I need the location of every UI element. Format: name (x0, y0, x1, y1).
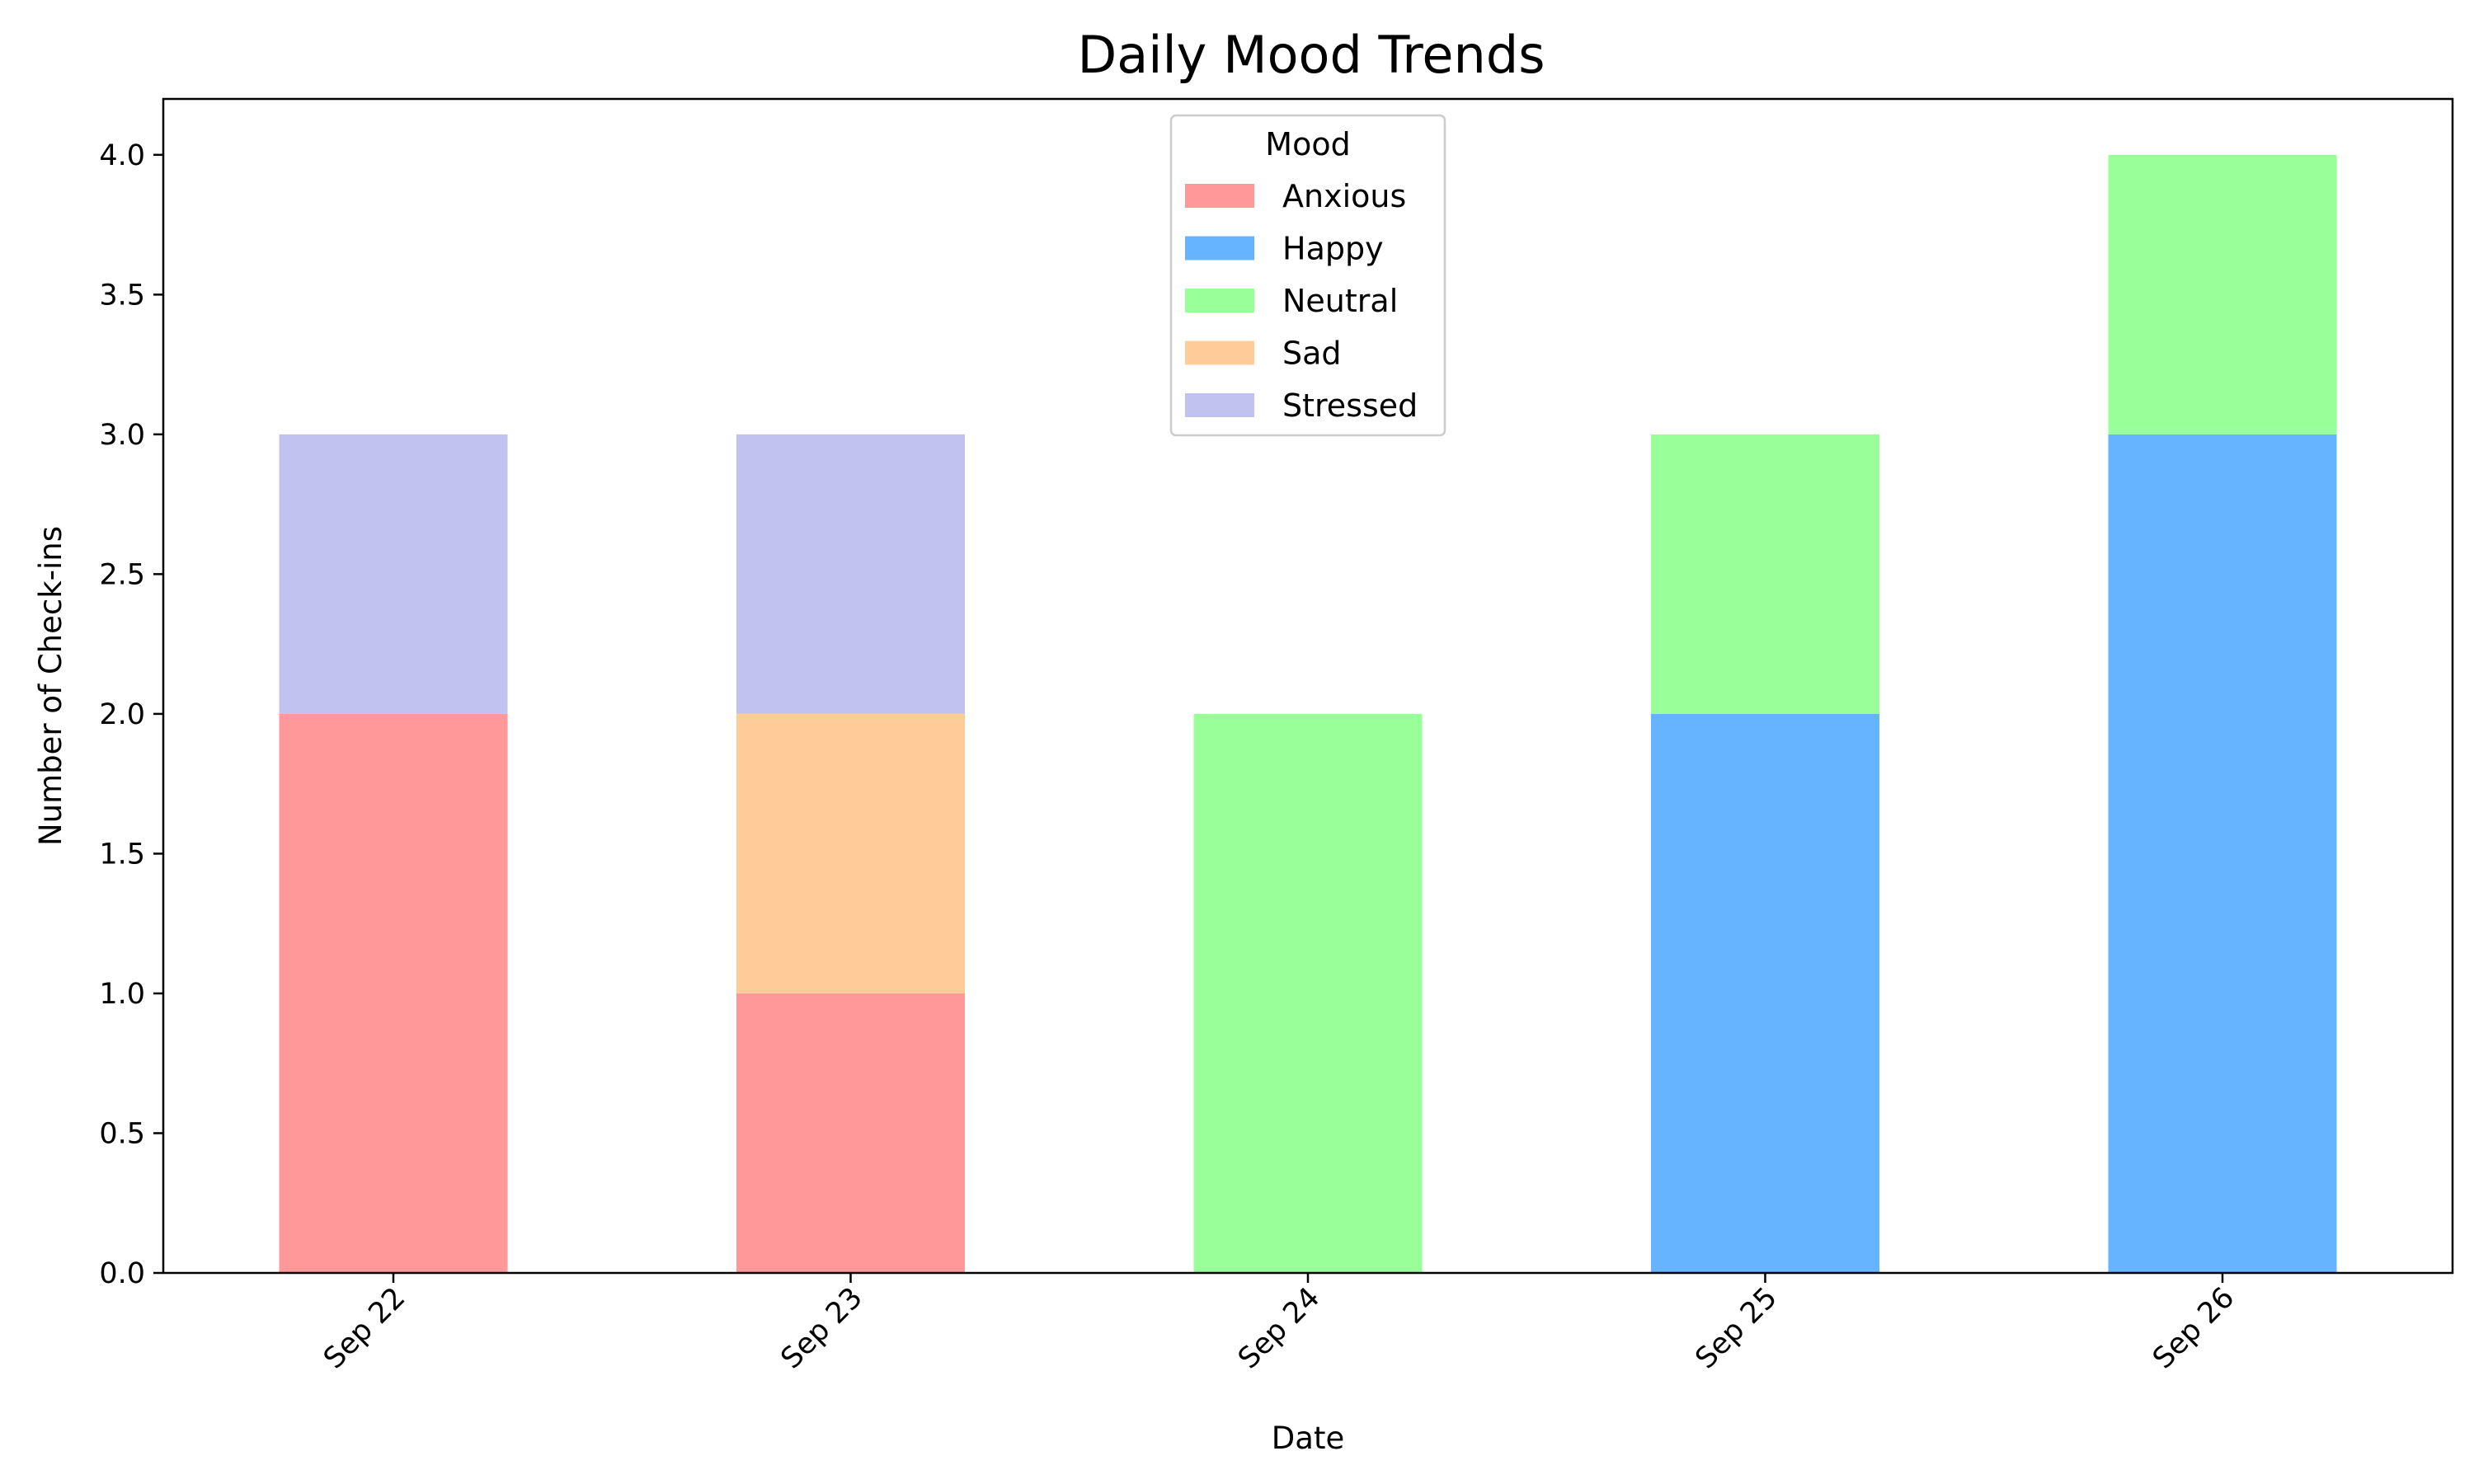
bar-happy-sep-25 (1651, 713, 1879, 1273)
x-axis-label: Date (1272, 1421, 1344, 1456)
legend: Mood Anxious Happy Neutral Sad Stressed (1169, 114, 1446, 437)
chart-title: Daily Mood Trends (1078, 25, 1545, 85)
legend-label-anxious: Anxious (1282, 178, 1406, 214)
bar-anxious-sep-23 (736, 993, 965, 1273)
legend-swatch-anxious (1185, 184, 1254, 208)
y-tick-label: 1.0 (99, 978, 145, 1011)
y-tick-label: 3.5 (99, 279, 145, 312)
y-tick-label: 2.5 (99, 558, 145, 591)
legend-items: Anxious Happy Neutral Sad Stressed (1185, 178, 1418, 424)
bar-stressed-sep-22 (279, 434, 508, 714)
plot-frame (162, 97, 2454, 1275)
y-axis-label: Number of Check-ins (33, 526, 68, 846)
bar-stressed-sep-23 (736, 434, 965, 714)
legend-swatch-stressed (1185, 393, 1254, 417)
y-tick-label: 0.0 (99, 1257, 145, 1290)
legend-label-happy: Happy (1282, 231, 1384, 267)
legend-label-stressed: Stressed (1282, 387, 1418, 424)
bar-neutral-sep-26 (2108, 154, 2337, 434)
bar-neutral-sep-24 (1193, 713, 1423, 1273)
bar-neutral-sep-25 (1651, 434, 1879, 714)
legend-label-sad: Sad (1282, 336, 1342, 372)
y-tick-label: 2.0 (99, 698, 145, 731)
legend-swatch-happy (1185, 236, 1254, 261)
bar-anxious-sep-22 (279, 713, 508, 1273)
bar-sad-sep-23 (736, 713, 965, 993)
y-tick-label: 0.5 (99, 1117, 145, 1150)
legend-label-neutral: Neutral (1282, 283, 1398, 319)
bar-happy-sep-26 (2108, 434, 2337, 1273)
y-tick-label: 3.0 (99, 419, 145, 452)
legend-title: Mood (1265, 126, 1350, 162)
y-tick-label: 1.5 (99, 838, 145, 871)
legend-swatch-sad (1185, 340, 1254, 365)
y-tick-label: 4.0 (99, 139, 145, 172)
legend-swatch-neutral (1185, 289, 1254, 312)
bars-layer (279, 154, 2337, 1273)
